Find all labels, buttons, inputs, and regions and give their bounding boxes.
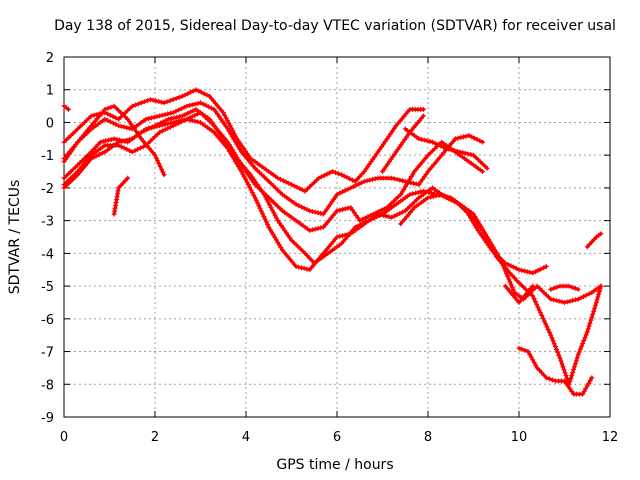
series-s8: [61, 116, 604, 305]
series-line: [399, 192, 603, 386]
series-markers: [584, 231, 604, 250]
x-tick-label: 2: [151, 430, 159, 445]
series-s13: [516, 345, 595, 397]
series-group: [61, 87, 604, 397]
series-markers: [61, 87, 426, 194]
y-tick-label: -5: [41, 280, 54, 295]
series-markers: [402, 126, 490, 171]
series-markers: [111, 175, 131, 217]
x-axis-label: GPS time / hours: [276, 457, 393, 473]
series-markers: [502, 283, 536, 305]
y-axis-label: SDTVAR / TECUs: [7, 180, 23, 295]
series-s14: [548, 283, 581, 292]
y-tick-label: 2: [46, 51, 54, 66]
y-tick-label: -4: [41, 247, 54, 262]
series-markers: [61, 103, 71, 112]
series-s15: [584, 231, 604, 250]
y-tick-label: -6: [41, 313, 54, 328]
series-s1: [61, 87, 426, 194]
x-tick-label: 0: [60, 430, 68, 445]
series-markers: [516, 345, 595, 397]
series-markers: [61, 100, 486, 217]
y-tick-label: -9: [41, 411, 54, 426]
x-tick-label: 8: [424, 430, 432, 445]
y-tick-label: -7: [41, 346, 54, 361]
y-tick-label: 0: [46, 116, 54, 131]
y-tick-label: -3: [41, 215, 54, 230]
series-s12: [502, 283, 536, 305]
y-tick-label: -1: [41, 149, 54, 164]
series-s10: [402, 126, 490, 171]
y-tick-label: -2: [41, 182, 54, 197]
x-tick-label: 10: [511, 430, 528, 445]
series-markers: [548, 283, 581, 292]
x-tick-label: 12: [602, 430, 619, 445]
x-tick-label: 4: [242, 430, 250, 445]
x-tick-label: 6: [333, 430, 341, 445]
series-s7: [111, 175, 131, 217]
y-tick-label: -8: [41, 378, 54, 393]
series-s6: [61, 103, 71, 112]
chart-title: Day 138 of 2015, Sidereal Day-to-day VTE…: [54, 18, 616, 34]
series-markers: [398, 192, 604, 387]
series-s11: [398, 192, 604, 387]
y-tick-label: 1: [46, 84, 54, 99]
series-markers: [61, 116, 604, 305]
